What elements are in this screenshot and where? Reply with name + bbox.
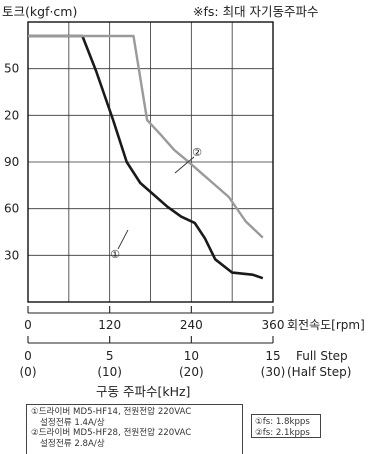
curve-label-2: ② — [192, 146, 202, 159]
plot-frame — [27, 21, 274, 303]
series-lines — [28, 34, 264, 280]
curve-leader-1 — [117, 229, 129, 250]
note-line-2: 설정전류 1.4A/상 — [40, 417, 105, 428]
y-tick-label: 30 — [4, 248, 19, 262]
x-axis: 0 120 240 360 — [24, 306, 284, 332]
note-line-1: ①드라이버 MD5-HF14, 전원전압 220VAC — [31, 407, 192, 417]
half-step-tick-label: (0) — [20, 365, 37, 379]
fs-notes: ①fs: 1.8kpps ②fs: 2.1kpps — [251, 414, 321, 438]
chart-subtitle: ※fs: 최대 자기동주파수 — [193, 4, 319, 19]
step-tick-label: 5 — [106, 349, 114, 363]
half-step-tick-label: (30) — [261, 365, 286, 379]
step-tick-label: 15 — [265, 349, 280, 363]
step-tick-label: 0 — [24, 349, 32, 363]
note-line-4: 설정전류 2.8A/상 — [40, 438, 105, 449]
x-tick-label: 240 — [180, 318, 203, 332]
curve-label-1: ① — [110, 248, 120, 261]
grid — [28, 22, 273, 302]
step-tick-label: 10 — [184, 349, 199, 363]
fs-line-1: ①fs: 1.8kpps — [255, 417, 310, 427]
fs-line-2: ②fs: 2.1kpps — [255, 427, 310, 438]
curve-leader-2 — [174, 156, 195, 174]
step-axis: 0 (0) 5 (10) 10 (20) 15 (30) — [20, 336, 286, 379]
curve-labels: ①② — [110, 146, 202, 261]
y-tick-label: 20 — [4, 108, 19, 122]
y-tick-labels: 30 60 90 20 50 — [4, 62, 19, 263]
series-line-1 — [28, 34, 264, 280]
series-line-2 — [28, 34, 264, 239]
full-step-label: Full Step — [296, 349, 348, 363]
half-step-label: (Half Step) — [287, 365, 351, 379]
chart-title: 토크(kgf·cm) — [2, 4, 77, 19]
half-step-tick-label: (10) — [97, 365, 122, 379]
half-step-tick-label: (20) — [179, 365, 204, 379]
frequency-label: 구동 주파수[kHz] — [96, 384, 190, 399]
note-line-3: ②드라이버 MD5-HF28, 전원전압 220VAC — [31, 428, 192, 438]
x-tick-label: 360 — [262, 318, 285, 332]
x-tick-label: 120 — [98, 318, 121, 332]
x-axis-label: 회전속도[rpm] — [287, 318, 365, 332]
x-tick-label: 0 — [24, 318, 32, 332]
y-tick-label: 90 — [4, 155, 19, 169]
driver-notes: ①드라이버 MD5-HF14, 전원전압 220VAC 설정전류 1.4A/상 … — [26, 404, 243, 454]
y-tick-label: 60 — [4, 202, 19, 216]
y-tick-label: 50 — [4, 62, 19, 76]
